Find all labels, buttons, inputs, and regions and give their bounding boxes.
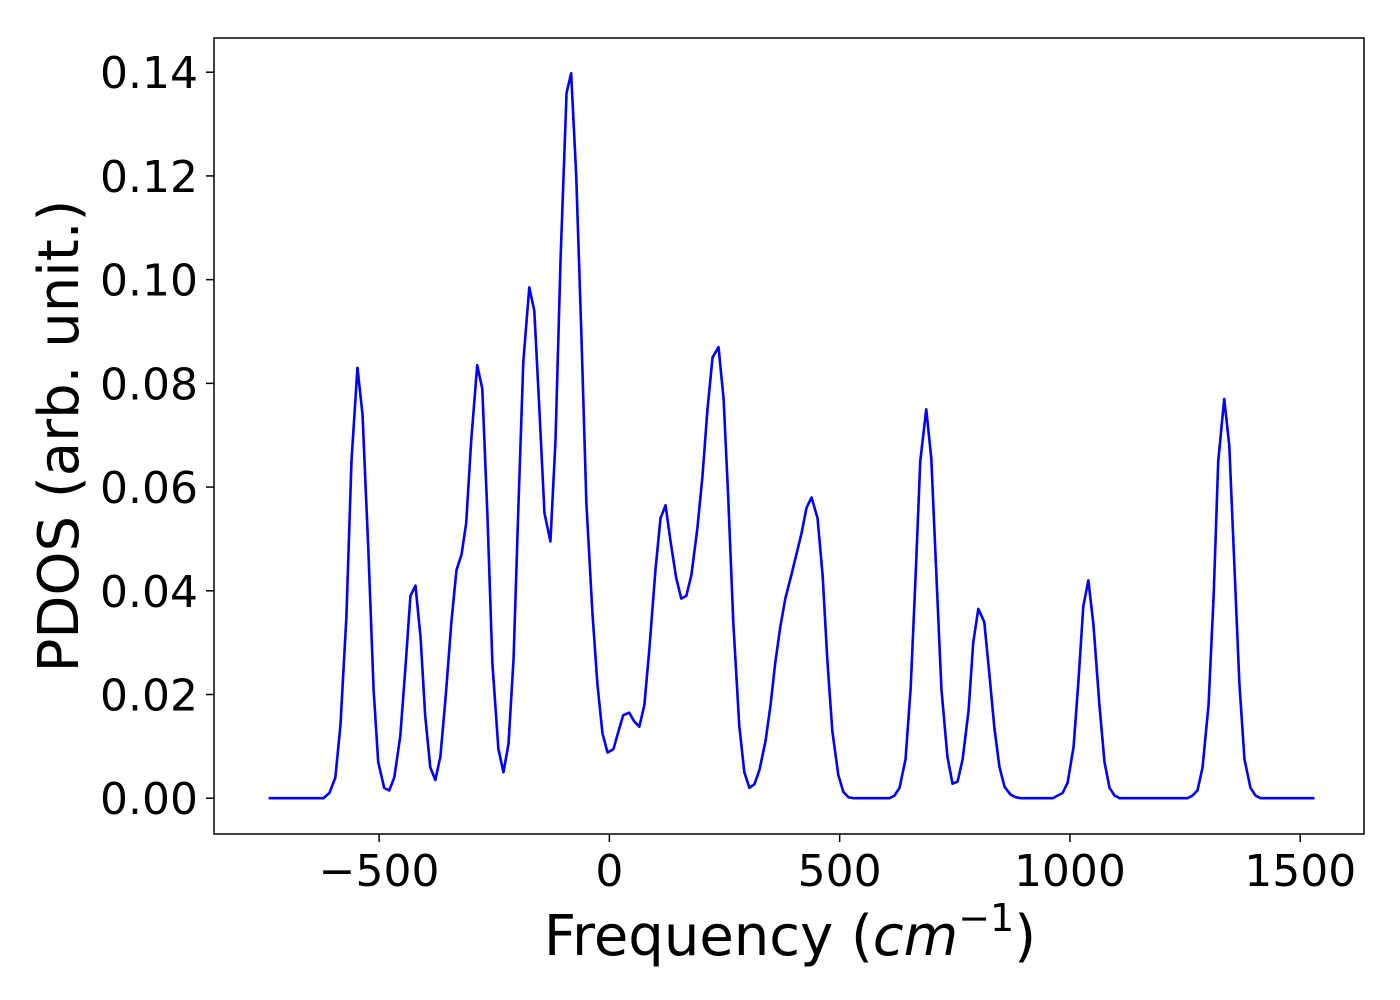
x-label-sup: −1 <box>958 896 1014 940</box>
plot-frame <box>213 37 1365 835</box>
y-tick-label: 0.00 <box>100 774 198 825</box>
data-line <box>268 71 1315 800</box>
x-label-close: ) <box>1014 904 1036 969</box>
x-tick-label: 1000 <box>1014 846 1126 897</box>
x-axis-label: Frequency (cm−1) <box>544 896 1036 969</box>
y-tick-label: 0.06 <box>100 463 198 514</box>
y-tick-label: 0.02 <box>100 671 198 722</box>
x-label-math: cm <box>873 904 958 969</box>
x-tick-label: 500 <box>798 846 882 897</box>
y-tick-label: 0.14 <box>100 48 198 99</box>
x-label-text: Frequency ( <box>544 904 873 969</box>
y-axis-label: PDOS (arb. unit.) <box>27 200 92 673</box>
y-tick-label: 0.08 <box>100 359 198 410</box>
x-tick-label: 1500 <box>1244 846 1356 897</box>
y-tick-label: 0.12 <box>100 152 198 203</box>
y-tick-label: 0.10 <box>100 256 198 307</box>
x-tick-label: 0 <box>595 846 623 897</box>
y-tick-label: 0.04 <box>100 567 198 618</box>
x-tick-label: −500 <box>319 846 440 897</box>
